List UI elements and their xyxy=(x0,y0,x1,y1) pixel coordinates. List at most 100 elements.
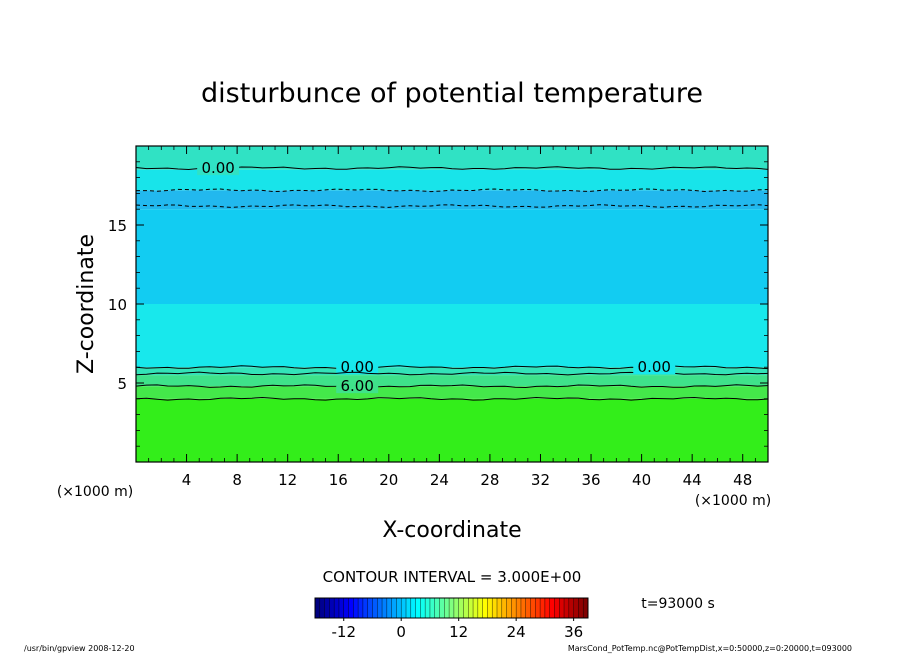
contour-line xyxy=(136,188,768,193)
colorbar-swatch xyxy=(382,598,388,618)
colorbar-swatch xyxy=(482,598,488,618)
colorbar-swatch xyxy=(377,598,383,618)
colorbar-swatch xyxy=(315,598,321,618)
colorbar-swatch xyxy=(468,598,474,618)
colorbar-tick-label: 24 xyxy=(507,623,526,641)
contour-lines: 0.006.000.000.00 xyxy=(136,159,768,401)
x-tick-label: 16 xyxy=(329,471,348,489)
colorbar-tick-label: 36 xyxy=(564,623,583,641)
colorbar-swatch xyxy=(520,598,527,618)
y-tick-label: 5 xyxy=(117,375,127,393)
contour-interval-label: CONTOUR INTERVAL = 3.000E+00 xyxy=(323,568,582,586)
colorbar-swatch xyxy=(429,598,436,618)
colorbar-swatch xyxy=(329,598,335,618)
colorbar-swatch xyxy=(535,598,541,618)
heatmap-band xyxy=(136,398,768,462)
x-tick-label: 4 xyxy=(182,471,192,489)
contour-label-bg xyxy=(197,159,240,176)
heatmap-band xyxy=(136,146,768,170)
contour-line xyxy=(136,204,768,208)
colorbar-swatch xyxy=(473,598,479,618)
colorbar-swatch xyxy=(415,598,421,618)
colorbar-swatch xyxy=(391,598,397,618)
x-tick-label: 20 xyxy=(379,471,398,489)
colorbar-swatch xyxy=(420,598,426,618)
heatmap-band xyxy=(136,190,768,210)
colorbar-swatch xyxy=(348,598,354,618)
x-tick-label: 12 xyxy=(278,471,297,489)
footer-left: /usr/bin/gpview 2008-12-20 xyxy=(24,644,135,653)
colorbar-swatch xyxy=(525,598,531,618)
colorbar-swatch xyxy=(497,598,503,618)
colorbar-swatch xyxy=(516,598,522,618)
colorbar-swatch xyxy=(434,598,440,618)
colorbar-swatch xyxy=(367,598,373,618)
colorbar-swatch xyxy=(458,598,464,618)
colorbar-tick-label: 12 xyxy=(449,623,468,641)
plot-area: 0.006.000.000.00 xyxy=(136,146,768,462)
x-axis-label: X-coordinate xyxy=(382,518,521,543)
colorbar-swatch xyxy=(568,598,574,618)
heatmap-band xyxy=(136,209,768,304)
colorbar-frame xyxy=(314,597,589,619)
colorbar-tick-label: -12 xyxy=(331,623,356,641)
colorbar-swatch xyxy=(487,598,493,618)
colorbar-swatch xyxy=(372,598,378,618)
heatmap-band xyxy=(136,386,768,399)
contour-label-bg xyxy=(633,358,676,375)
colorbar-swatch xyxy=(506,598,512,618)
colorbar-swatch xyxy=(410,598,416,618)
heatmap-bands xyxy=(136,146,768,462)
x-unit-left: (×1000 m) xyxy=(57,484,133,500)
contour-label: 0.00 xyxy=(638,358,671,376)
colorbar-swatch xyxy=(353,598,359,618)
colorbar-swatch xyxy=(319,598,325,618)
colorbar-swatch xyxy=(338,598,345,618)
colorbar-swatch xyxy=(573,598,579,618)
colorbar xyxy=(314,598,589,618)
colorbar-swatch xyxy=(439,598,445,618)
x-tick-label: 32 xyxy=(531,471,550,489)
x-tick-label: 44 xyxy=(683,471,702,489)
x-tick-label: 28 xyxy=(480,471,499,489)
colorbar-swatch xyxy=(401,598,407,618)
time-label: t=93000 s xyxy=(641,596,715,612)
colorbar-swatch xyxy=(554,598,560,618)
colorbar-swatch xyxy=(343,598,349,618)
colorbar-swatch xyxy=(511,598,517,618)
colorbar-swatch xyxy=(501,598,507,618)
contour-label: 0.00 xyxy=(201,159,234,177)
colorbar-ticks: -12 0 12 24 36 xyxy=(331,618,583,641)
contour-label-bg xyxy=(336,358,379,375)
colorbar-swatch xyxy=(477,598,483,618)
colorbar-swatch xyxy=(386,598,392,618)
colorbar-swatch xyxy=(549,598,555,618)
chart-title: disturbunce of potential temperature xyxy=(201,78,703,109)
colorbar-swatch xyxy=(396,598,402,618)
y-axis: 5 10 15 xyxy=(108,161,768,447)
x-tick-label: 36 xyxy=(581,471,600,489)
y-tick-label: 10 xyxy=(108,296,127,314)
colorbar-swatch xyxy=(358,598,364,618)
x-tick-label: 40 xyxy=(632,471,651,489)
colorbar-swatch xyxy=(463,598,469,618)
x-axis: 4 8 12 16 20 24 28 32 36 40 44 48 xyxy=(148,146,756,489)
contour-line xyxy=(136,384,768,389)
colorbar-swatch xyxy=(324,598,330,618)
heatmap-band xyxy=(136,375,768,387)
colorbar-swatch xyxy=(578,598,584,618)
heatmap-band xyxy=(136,304,768,368)
colorbar-swatch xyxy=(444,598,450,618)
colorbar-swatch xyxy=(540,598,546,618)
colorbar-swatch xyxy=(449,598,455,618)
footer-right: MarsCond_PotTemp.nc@PotTempDist,x=0:5000… xyxy=(568,644,852,653)
contour-line xyxy=(136,166,768,171)
colorbar-swatch xyxy=(406,598,412,618)
colorbar-swatch xyxy=(583,598,589,618)
colorbar-swatch xyxy=(334,598,340,618)
x-tick-label: 48 xyxy=(733,471,752,489)
contour-label-bg xyxy=(336,377,379,394)
heatmap-band xyxy=(136,367,768,376)
x-tick-label: 8 xyxy=(232,471,242,489)
